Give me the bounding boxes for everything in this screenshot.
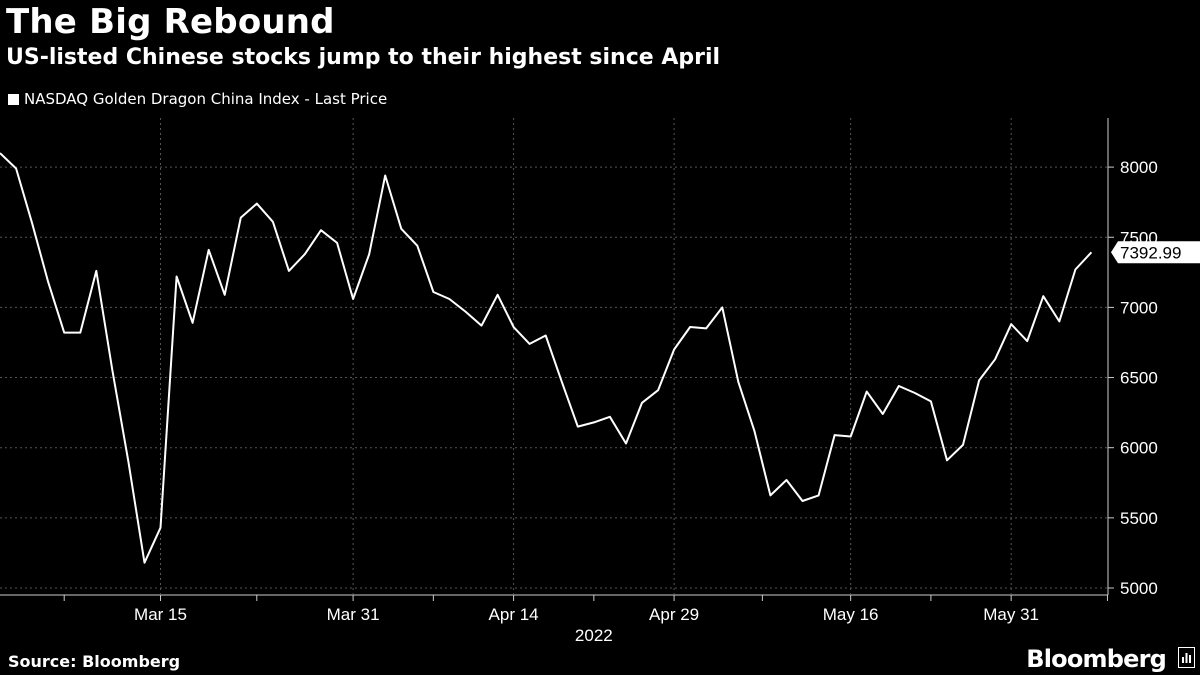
legend-label: NASDAQ Golden Dragon China Index - Last … (24, 90, 388, 108)
y-tick-label: 7000 (1120, 298, 1158, 317)
x-tick-label: Apr 29 (649, 605, 699, 624)
y-tick-label: 6000 (1120, 439, 1158, 458)
x-year-label: 2022 (575, 626, 613, 645)
legend: NASDAQ Golden Dragon China Index - Last … (8, 90, 387, 108)
terminal-icon (1178, 647, 1195, 668)
last-value-label: 7392.99 (1120, 243, 1181, 262)
y-tick-label: 5500 (1120, 509, 1158, 528)
last-value-marker (1111, 241, 1200, 264)
x-tick-label: Mar 15 (134, 605, 187, 624)
x-tick-label: May 16 (823, 605, 879, 624)
chart-subtitle: US-listed Chinese stocks jump to their h… (6, 45, 721, 70)
bloomberg-logo: Bloomberg (1026, 645, 1167, 673)
y-tick-label: 5000 (1120, 579, 1158, 598)
y-tick-label: 8000 (1120, 158, 1158, 177)
x-tick-label: Apr 14 (489, 605, 539, 624)
chart-title: The Big Rebound (6, 2, 335, 42)
series-line (0, 152, 1093, 564)
y-tick-label: 6500 (1120, 369, 1158, 388)
x-tick-label: May 31 (983, 605, 1039, 624)
x-tick-label: Mar 31 (327, 605, 380, 624)
legend-swatch (8, 93, 19, 105)
source-note: Source: Bloomberg (8, 652, 181, 671)
